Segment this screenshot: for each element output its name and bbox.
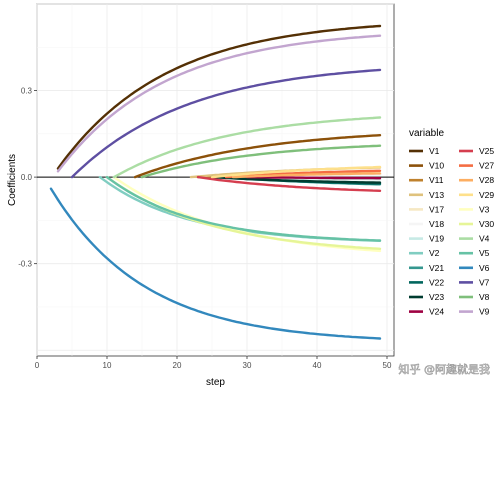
series-line-v9 (56, 34, 382, 173)
legend-label-v8: V8 (479, 292, 490, 302)
x-axis-ticks: 0 10 20 30 40 50 (35, 356, 392, 370)
y-tick-label: 0.3 (21, 87, 33, 96)
x-tick-label: 50 (383, 361, 392, 370)
legend-label-v4: V4 (479, 234, 490, 244)
legend-label-v29: V29 (479, 190, 494, 200)
legend-label-v9: V9 (479, 307, 490, 317)
legend-label-v30: V30 (479, 219, 494, 229)
watermark-text: 知乎 @阿趣就是我 (399, 362, 491, 376)
y-tick-label: 0.0 (21, 173, 33, 182)
x-tick-label: 30 (243, 361, 252, 370)
series-line-v28 (231, 172, 382, 179)
legend-label-v17: V17 (429, 204, 444, 214)
x-tick-label: 40 (313, 361, 322, 370)
x-axis-title: step (206, 377, 225, 388)
y-tick-label: -0.3 (18, 260, 32, 269)
legend-title: variable (409, 128, 444, 139)
legend-label-v25: V25 (479, 146, 494, 156)
x-tick-label: 10 (103, 361, 112, 370)
series-line-v7 (70, 68, 382, 179)
series-line-v25 (196, 175, 382, 193)
legend-label-v1: V1 (429, 146, 440, 156)
legend-label-v21: V21 (429, 263, 444, 273)
legend-label-v28: V28 (479, 175, 494, 185)
legend-label-v5: V5 (479, 248, 490, 258)
series-line-v10 (133, 133, 382, 179)
legend-label-v27: V27 (479, 161, 494, 171)
series-line-v6 (49, 187, 382, 340)
legend-label-v24: V24 (429, 307, 444, 317)
series-line-v8 (140, 144, 382, 179)
series-line-v24 (245, 175, 382, 180)
legend-label-v11: V11 (429, 175, 444, 185)
y-axis-ticks: -0.3 0.0 0.3 (18, 87, 37, 269)
series-line-v23 (210, 175, 382, 184)
series-line-v5 (105, 175, 382, 242)
y-axis-title: Coefficients (7, 154, 18, 206)
legend-label-v7: V7 (479, 277, 490, 287)
legend-label-v3: V3 (479, 204, 490, 214)
x-tick-label: 0 (35, 361, 40, 370)
legend-label-v23: V23 (429, 292, 444, 302)
series-line-v4 (112, 116, 382, 179)
legend: variable V1 V10 V11 V13 V17 V18 V19 V2 V21 V22 V23… (409, 128, 494, 317)
series-lines (49, 24, 382, 340)
legend-label-v19: V19 (429, 234, 444, 244)
legend-label-v22: V22 (429, 277, 444, 287)
legend-label-v2: V2 (429, 248, 440, 258)
series-line-v29 (210, 165, 382, 179)
series-line-v1 (56, 24, 382, 170)
legend-label-v18: V18 (429, 219, 444, 229)
x-tick-label: 20 (173, 361, 182, 370)
legend-label-v6: V6 (479, 263, 490, 273)
legend-label-v10: V10 (429, 161, 444, 171)
legend-label-v13: V13 (429, 190, 444, 200)
